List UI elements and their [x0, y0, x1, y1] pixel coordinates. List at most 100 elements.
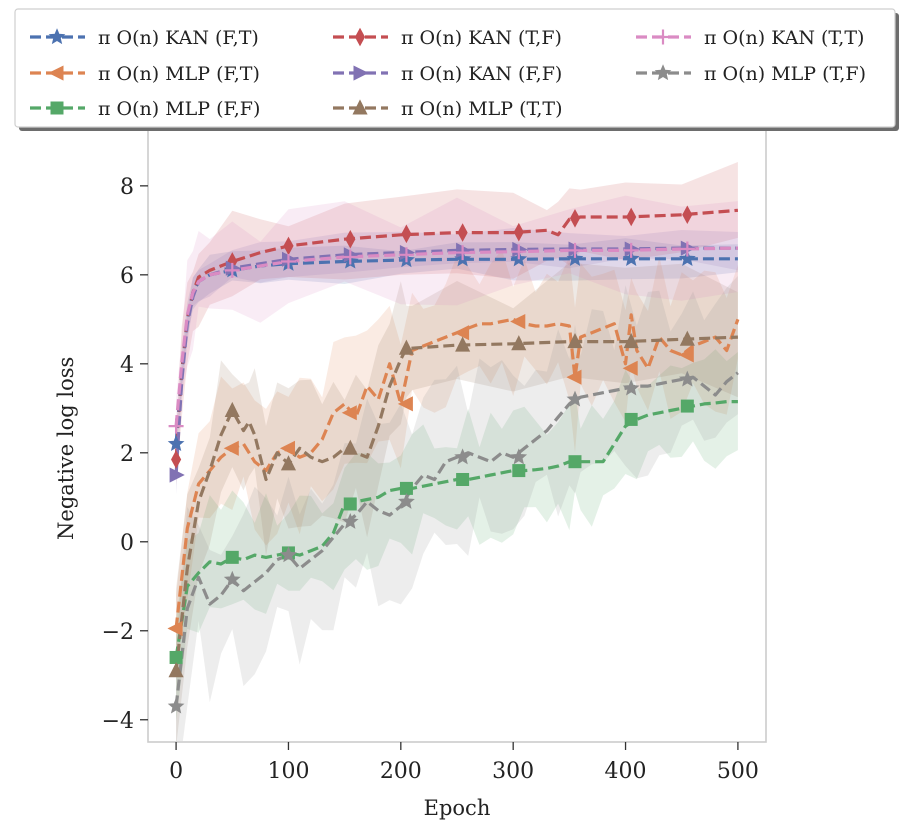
- data-point-8-7: [510, 448, 528, 465]
- x-tick-label: 100: [267, 759, 309, 784]
- x-tick-label: 200: [380, 759, 422, 784]
- series-line-8: [174, 371, 739, 707]
- data-point-4-6: [457, 223, 468, 242]
- data-point-3-10: [680, 399, 694, 413]
- data-point-6-2: [224, 401, 240, 417]
- data-point-3-9: [624, 412, 638, 426]
- data-point-7-3: [280, 253, 296, 269]
- y-axis: −4 −2 0 2 4 6 8: [102, 175, 148, 734]
- legend-marker-4: [354, 27, 366, 47]
- series-band-2: [176, 249, 738, 669]
- legend-label-5: π O(n) KAN (F,F): [401, 63, 562, 85]
- series-band-6: [176, 262, 738, 741]
- data-point-3-6: [456, 472, 470, 486]
- legend-label-8: π O(n) MLP (T,F): [704, 63, 866, 85]
- legend-label-6: π O(n) MLP (T,T): [401, 98, 563, 120]
- legend-marker-5: [353, 65, 369, 81]
- x-tick-label: 500: [717, 759, 759, 784]
- data-point-3-8: [568, 455, 582, 469]
- data-point-5-1: [169, 467, 185, 483]
- data-point-1-1: [167, 435, 185, 452]
- data-point-4-9: [626, 207, 637, 227]
- y-tick-label: −4: [102, 709, 134, 734]
- data-point-6-10: [679, 330, 695, 346]
- data-point-6-1: [168, 662, 184, 678]
- data-point-2-10: [678, 347, 694, 363]
- data-point-6-6: [455, 336, 471, 352]
- series-band-3: [176, 349, 738, 721]
- data-point-2-8: [566, 369, 582, 385]
- legend-marker-8: [654, 64, 672, 81]
- data-point-2-6: [453, 325, 470, 341]
- data-point-3-4: [343, 497, 357, 511]
- data-point-6-8: [567, 332, 583, 349]
- data-point-2-5: [397, 396, 413, 412]
- data-point-6-3: [280, 455, 297, 471]
- data-point-2-9: [622, 360, 638, 376]
- data-point-8-3: [280, 546, 297, 563]
- data-point-4-4: [345, 229, 356, 249]
- data-point-1-8: [566, 250, 584, 266]
- legend-label-7: π O(n) KAN (T,T): [704, 27, 864, 49]
- data-point-4-10: [682, 205, 693, 225]
- data-point-4-1: [171, 450, 182, 469]
- data-point-8-9: [622, 379, 640, 396]
- data-point-7-8: [567, 242, 583, 258]
- y-tick-label: −2: [102, 620, 134, 645]
- data-point-8-10: [678, 370, 696, 387]
- y-tick-label: 8: [120, 175, 134, 200]
- data-point-4-5: [401, 224, 412, 244]
- legend-label-3: π O(n) MLP (F,F): [98, 98, 260, 120]
- x-tick-label: 0: [169, 759, 183, 784]
- plot-background: [148, 128, 766, 742]
- legend: π O(n) KAN (F,T) π O(n) MLP (F,T) π O(n) M…: [14, 8, 899, 131]
- data-point-6-4: [342, 439, 358, 455]
- data-point-6-9: [623, 332, 639, 349]
- y-tick-label: 2: [120, 442, 134, 467]
- data-point-6-5: [398, 339, 415, 355]
- data-point-3-1: [169, 650, 183, 664]
- legend-label-2: π O(n) MLP (F,T): [98, 63, 260, 85]
- data-point-2-3: [279, 440, 295, 456]
- data-point-2-7: [510, 313, 526, 330]
- data-point-8-8: [566, 390, 584, 407]
- data-point-8-5: [398, 492, 415, 509]
- data-point-7-7: [511, 244, 527, 260]
- series-markers: [167, 205, 696, 714]
- y-axis-title: Negative log loss: [54, 357, 78, 540]
- x-axis-title: Epoch: [424, 796, 491, 820]
- data-point-1-10: [678, 249, 696, 266]
- legend-marker-1: [48, 28, 66, 45]
- data-point-8-1: [167, 697, 185, 714]
- data-point-2-4: [341, 405, 357, 421]
- data-point-8-4: [341, 512, 359, 529]
- data-point-2-1: [167, 620, 183, 637]
- data-point-4-8: [569, 209, 581, 228]
- legend-label-1: π O(n) KAN (F,T): [98, 27, 259, 49]
- data-point-7-5: [398, 247, 414, 263]
- data-point-2-2: [223, 440, 239, 456]
- data-point-7-9: [623, 242, 639, 258]
- data-point-7-2: [224, 262, 240, 278]
- data-point-3-7: [512, 464, 526, 478]
- legend-marker-3: [50, 101, 64, 115]
- data-point-8-6: [454, 448, 472, 465]
- y-tick-label: 6: [120, 264, 134, 289]
- data-point-7-4: [342, 249, 358, 265]
- y-tick-label: 0: [120, 531, 134, 556]
- data-point-3-2: [225, 550, 239, 564]
- legend-marker-2: [48, 65, 64, 81]
- data-point-7-1: [168, 418, 184, 434]
- y-tick-label: 4: [120, 353, 134, 378]
- data-point-7-10: [679, 241, 695, 257]
- data-point-3-5: [399, 481, 413, 495]
- x-axis: 0 100 200 300 400 500: [169, 742, 759, 784]
- data-point-7-6: [455, 245, 471, 261]
- x-tick-label: 400: [605, 759, 647, 784]
- legend-marker-7: [655, 29, 671, 45]
- data-point-4-7: [513, 222, 524, 242]
- x-tick-label: 300: [492, 759, 534, 784]
- data-point-8-2: [223, 570, 241, 587]
- legend-marker-6: [352, 99, 368, 115]
